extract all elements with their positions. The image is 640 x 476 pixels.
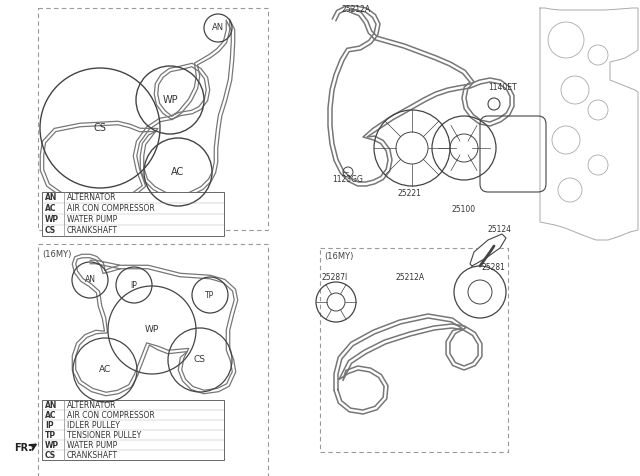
Text: CS: CS [45,226,56,235]
Text: IP: IP [131,280,138,289]
Text: IDLER PULLEY: IDLER PULLEY [67,420,120,429]
Text: 25287I: 25287I [322,274,348,282]
Text: ALTERNATOR: ALTERNATOR [67,400,116,409]
Text: AIR CON COMPRESSOR: AIR CON COMPRESSOR [67,204,155,213]
Text: AC: AC [99,366,111,375]
Text: IP: IP [45,420,54,429]
Text: 25221: 25221 [398,189,422,198]
Bar [42,192,224,236]
Text: AC: AC [45,410,56,419]
Text: 25212A: 25212A [396,274,425,282]
Text: CS: CS [45,450,56,459]
Text: 1140ET: 1140ET [488,83,516,92]
Text: (16MY): (16MY) [324,251,353,260]
Text: 25100: 25100 [452,206,476,215]
Text: CS: CS [194,356,206,365]
Text: AN: AN [45,193,58,202]
Text: WP: WP [162,95,178,105]
Text: (16MY): (16MY) [42,249,72,258]
Text: CRANKSHAFT: CRANKSHAFT [67,450,118,459]
Text: TP: TP [205,290,214,299]
Bar [42,400,224,460]
Text: AN: AN [45,400,58,409]
Text: ALTERNATOR: ALTERNATOR [67,193,116,202]
Text: 25124: 25124 [488,226,512,235]
Text: WATER PUMP: WATER PUMP [67,215,117,224]
Text: 25212A: 25212A [342,6,371,14]
Text: AC: AC [172,167,184,177]
Text: CS: CS [93,123,106,133]
Text: WP: WP [45,215,59,224]
Polygon shape [470,234,506,266]
Text: CRANKSHAFT: CRANKSHAFT [67,226,118,235]
Text: FR.: FR. [14,443,32,453]
Text: TENSIONER PULLEY: TENSIONER PULLEY [67,430,141,439]
Text: AN: AN [84,276,95,285]
Text: 25281: 25281 [482,264,506,272]
Text: WATER PUMP: WATER PUMP [67,440,117,449]
Text: 1123GG: 1123GG [332,176,363,185]
Text: TP: TP [45,430,56,439]
Text: AN: AN [212,23,224,32]
Text: WP: WP [145,326,159,335]
Text: WP: WP [45,440,59,449]
Text: AC: AC [45,204,56,213]
Text: AIR CON COMPRESSOR: AIR CON COMPRESSOR [67,410,155,419]
